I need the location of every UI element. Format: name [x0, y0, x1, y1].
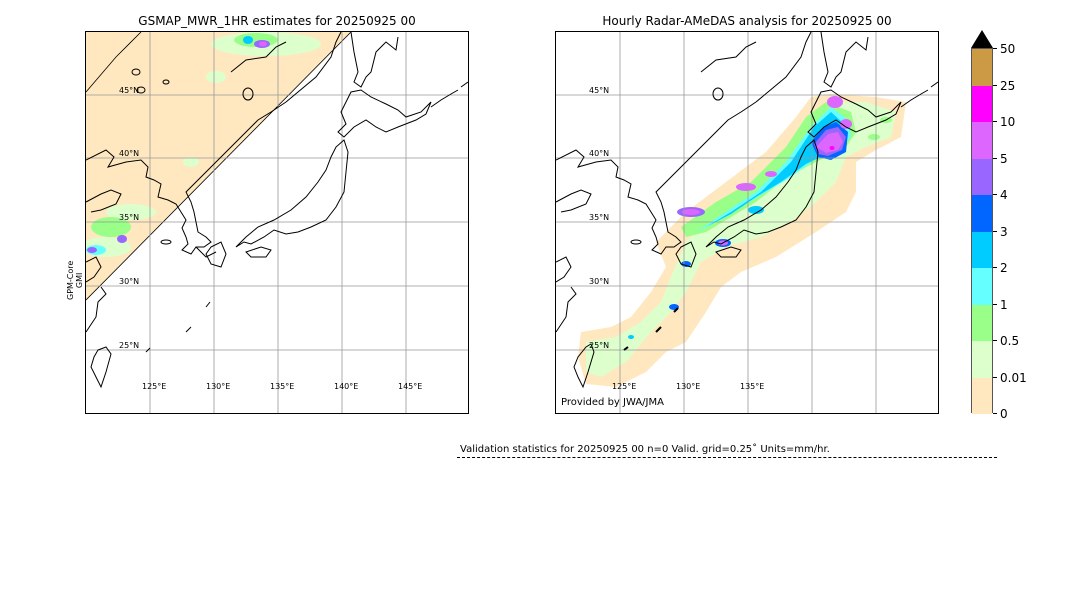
- lon-label-130: 130°E: [206, 382, 231, 391]
- stats-divider: [457, 457, 997, 458]
- lon-label-125: 125°E: [142, 382, 167, 391]
- lat-label-25: 25°N: [119, 341, 140, 350]
- coastlines: [556, 32, 938, 389]
- right-map-canvas: [556, 32, 938, 413]
- lat-label-45: 45°N: [589, 86, 610, 95]
- colorbar-label-0: 0: [1000, 407, 1008, 421]
- right-panel-title: Hourly Radar-AMeDAS analysis for 2025092…: [602, 14, 892, 28]
- left-panel-title: GSMAP_MWR_1HR estimates for 20250925 00: [138, 14, 416, 28]
- colorbar-label-25: 25: [1000, 79, 1016, 93]
- lon-label-125: 125°E: [612, 382, 637, 391]
- lat-label-45: 45°N: [119, 86, 140, 95]
- colorbar-tick: [993, 231, 997, 232]
- colorbar-tick: [993, 304, 997, 305]
- colorbar-segment-8: [972, 85, 992, 122]
- colorbar-segment-6: [972, 158, 992, 195]
- validation-statistics: Validation statistics for 20250925 00 n=…: [460, 444, 830, 455]
- left-map-canvas: [86, 32, 468, 413]
- colorbar-tick: [993, 48, 997, 49]
- sensor-label: GPM-Core GMI: [66, 261, 84, 300]
- colorbar-segment-0: [972, 377, 992, 414]
- colorbar-label-1: 1: [1000, 298, 1008, 312]
- colorbar: [971, 48, 993, 414]
- colorbar-tick: [993, 85, 997, 86]
- sensor-label-line1: GPM-Core: [66, 260, 75, 300]
- colorbar-segment-3: [972, 268, 992, 305]
- colorbar-label-4: 4: [1000, 188, 1008, 202]
- data-credit: Provided by JWA/JMA: [561, 397, 664, 408]
- colorbar-extend-arrow: [971, 30, 993, 48]
- lat-label-25: 25°N: [589, 341, 610, 350]
- colorbar-label-50: 50: [1000, 42, 1016, 56]
- colorbar-segment-4: [972, 231, 992, 268]
- colorbar-label-0-5: 0.5: [1000, 334, 1020, 348]
- graticule: [556, 32, 938, 413]
- colorbar-segment-2: [972, 304, 992, 341]
- colorbar-tick: [993, 377, 997, 378]
- lat-label-30: 30°N: [119, 277, 140, 286]
- lon-label-140: 140°E: [334, 382, 359, 391]
- graticule: [86, 32, 468, 413]
- colorbar-label-0-01: 0.01: [1000, 371, 1027, 385]
- colorbar-label-2: 2: [1000, 261, 1008, 275]
- colorbar-tick: [993, 158, 997, 159]
- colorbar-label-3: 3: [1000, 225, 1008, 239]
- colorbar-tick: [993, 121, 997, 122]
- colorbar-label-10: 10: [1000, 115, 1016, 129]
- sensor-label-line2: GMI: [75, 272, 84, 289]
- colorbar-tick: [993, 413, 997, 414]
- colorbar-segment-9: [972, 49, 992, 86]
- lon-label-135: 135°E: [740, 382, 765, 391]
- coastlines: [86, 32, 468, 389]
- colorbar-segment-1: [972, 341, 992, 378]
- colorbar-segment-5: [972, 195, 992, 232]
- lon-label-145: 145°E: [398, 382, 423, 391]
- lat-label-40: 40°N: [119, 149, 140, 158]
- lat-label-35: 35°N: [119, 213, 140, 222]
- lat-label-40: 40°N: [589, 149, 610, 158]
- lon-label-135: 135°E: [270, 382, 295, 391]
- right-map-panel: 45°N 40°N 35°N 30°N 25°N 125°E 130°E 135…: [555, 31, 939, 414]
- lon-label-130: 130°E: [676, 382, 701, 391]
- colorbar-tick: [993, 194, 997, 195]
- colorbar-segment-7: [972, 122, 992, 159]
- colorbar-tick: [993, 340, 997, 341]
- lat-label-30: 30°N: [589, 277, 610, 286]
- lat-label-35: 35°N: [589, 213, 610, 222]
- colorbar-label-5: 5: [1000, 152, 1008, 166]
- left-map-panel: 45°N 40°N 35°N 30°N 25°N 125°E 130°E 135…: [85, 31, 469, 414]
- colorbar-tick: [993, 267, 997, 268]
